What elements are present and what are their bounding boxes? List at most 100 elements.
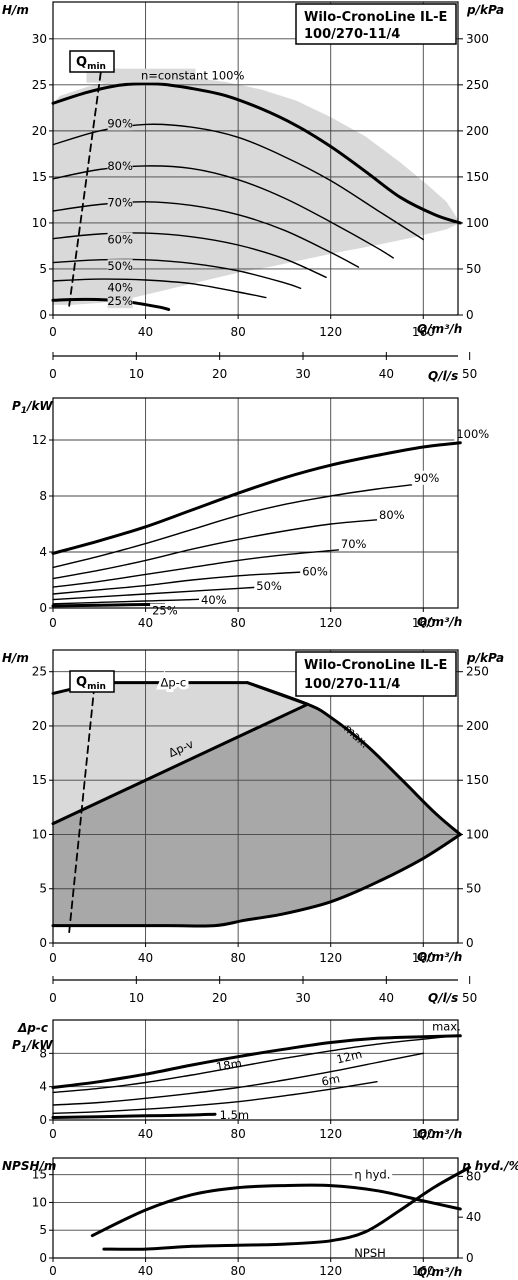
axis-label-q-5: Q/m³/h bbox=[417, 1127, 462, 1141]
y2-tick-label: 40 bbox=[466, 1210, 481, 1224]
power-curve-2 bbox=[52, 484, 413, 569]
label-12m: 12m bbox=[335, 1047, 363, 1067]
label-1-5m: 1.5m bbox=[220, 1108, 250, 1122]
axis-label-eta: η hyd./% bbox=[462, 1159, 518, 1173]
y-tick-label: 15 bbox=[32, 1168, 47, 1182]
curve-label-bg bbox=[107, 195, 133, 210]
ls-tick-label: 10 bbox=[129, 367, 144, 381]
x-tick-label: 120 bbox=[319, 325, 342, 339]
chart-3-frame bbox=[52, 649, 459, 944]
y-tick-label: 8 bbox=[39, 1046, 47, 1060]
axis-label-q-ls-2: Q/l/s bbox=[428, 991, 458, 1005]
ls-tick-label: 40 bbox=[379, 367, 394, 381]
chart-npsh-efficiency: η hyd. NPSH 0 40 80 120 160 0 5 10 15 0 40 80 NPSH/m… bbox=[2, 1157, 518, 1279]
series-label-bg bbox=[254, 579, 280, 593]
x-tick-label: 0 bbox=[49, 616, 57, 630]
series-label: 40% bbox=[201, 593, 227, 607]
y-tick-label: 10 bbox=[32, 827, 47, 841]
ls-tick-label: 30 bbox=[295, 991, 310, 1005]
y2-tick-label: 100 bbox=[466, 827, 489, 841]
curve-label-bg bbox=[107, 259, 133, 274]
axis-label-h-2: H/m bbox=[2, 651, 29, 665]
curve-label: 25% bbox=[107, 294, 133, 308]
ls-tick-label: 0 bbox=[49, 991, 57, 1005]
axis-label-p: p/kPa bbox=[466, 3, 504, 17]
curve-label: 70% bbox=[107, 196, 133, 210]
x-tick-label: 0 bbox=[49, 1127, 57, 1141]
y2-tick-label: 80 bbox=[466, 1169, 481, 1183]
x-tick-label: 80 bbox=[231, 1127, 246, 1141]
label-6m: 6m bbox=[320, 1071, 341, 1088]
y-tick-label: 25 bbox=[32, 78, 47, 92]
y-tick-label: 15 bbox=[32, 170, 47, 184]
chart-5-frame bbox=[52, 1019, 459, 1121]
series-label: 100% bbox=[456, 427, 489, 441]
curve-label-bg bbox=[107, 294, 133, 309]
axis-label-dpc: Δp-c bbox=[17, 1021, 48, 1035]
ls-tick-label: 20 bbox=[212, 367, 227, 381]
axis-label-h: H/m bbox=[2, 3, 29, 17]
y2-tick-label: 50 bbox=[466, 262, 481, 276]
axis-label-q-3: Q/m³/h bbox=[417, 950, 462, 964]
control-power-curve-2 bbox=[52, 1036, 448, 1094]
ls-tick-label: 40 bbox=[379, 991, 394, 1005]
chart-3-grid bbox=[53, 650, 458, 943]
y-tick-label: 20 bbox=[32, 124, 47, 138]
y-tick-label: 4 bbox=[39, 1080, 47, 1094]
x-tick-label: 120 bbox=[319, 1264, 342, 1278]
control-curve-3 bbox=[245, 681, 462, 836]
speed-curve-9 bbox=[68, 65, 103, 307]
control-curve-4 bbox=[51, 833, 462, 928]
ls-tick-label: 50 bbox=[462, 991, 477, 1005]
y-tick-label: 5 bbox=[39, 882, 47, 896]
series-label: 25% bbox=[152, 604, 178, 618]
power-curve-7 bbox=[52, 597, 216, 605]
speed-curve-7 bbox=[52, 278, 267, 299]
qmin-box-2: Qmin bbox=[69, 670, 115, 693]
y2-tick-label: 50 bbox=[466, 882, 481, 896]
chart-speed-curves: n=constant 100% 90% 80% 70% 60% 50% 40%25% 0 40… bbox=[2, 1, 504, 339]
chart-1-frame bbox=[52, 1, 459, 316]
x-tick-label: 80 bbox=[231, 1264, 246, 1278]
x-tick-label: 120 bbox=[319, 951, 342, 965]
axis-label-p-2: p/kPa bbox=[466, 651, 504, 665]
y-tick-label: 0 bbox=[39, 308, 47, 322]
power-curve-3 bbox=[52, 519, 378, 580]
axis-label-p1-2: P1/kW bbox=[12, 1038, 53, 1055]
axis-label-p1: P1/kW bbox=[12, 399, 53, 416]
power-curve-6 bbox=[52, 586, 262, 601]
title-box: Wilo-CronoLine IL-E 100/270-11/4 bbox=[295, 3, 457, 45]
y-tick-label: 15 bbox=[32, 773, 47, 787]
y-tick-label: 10 bbox=[32, 1195, 47, 1209]
label-npsh: NPSH bbox=[354, 1246, 386, 1260]
y2-tick-label: 200 bbox=[466, 719, 489, 733]
chart-1-series: n=constant 100% 90% 80% 70% 60% 50% 40%25% bbox=[51, 65, 462, 311]
chart-2-grid bbox=[53, 398, 458, 608]
y2-tick-label: 150 bbox=[466, 170, 489, 184]
x-tick-label: 160 bbox=[412, 951, 435, 965]
y-tick-label: 30 bbox=[32, 32, 47, 46]
x-tick-label: 160 bbox=[412, 325, 435, 339]
speed-curve-6 bbox=[52, 258, 302, 289]
axis-label-q-6: Q/m³/h bbox=[417, 1265, 462, 1279]
curve-label: 40% bbox=[107, 280, 133, 294]
qmin-box: Qmin bbox=[69, 50, 115, 73]
power-curve-5 bbox=[52, 570, 313, 595]
title-2-line-2: 100/270-11/4 bbox=[304, 677, 400, 692]
series-label: 50% bbox=[256, 579, 282, 593]
title-line-2: 100/270-11/4 bbox=[304, 27, 400, 42]
speed-curve-1 bbox=[51, 82, 462, 225]
npsh-eta-curve-2 bbox=[102, 1165, 472, 1251]
series-label-bg bbox=[454, 426, 487, 441]
y-tick-label: 4 bbox=[39, 545, 47, 559]
control-regions bbox=[53, 682, 461, 926]
series-label: 90% bbox=[414, 471, 440, 485]
curve-label-bg bbox=[107, 158, 133, 173]
flow-ls-axis-1: 0 10 20 30 40 50 Q/l/s bbox=[49, 352, 477, 383]
x-tick-label: 0 bbox=[49, 951, 57, 965]
y-tick-label: 5 bbox=[39, 262, 47, 276]
operating-area-fill bbox=[53, 76, 461, 305]
curve-label-bg bbox=[107, 280, 133, 295]
x-tick-label: 160 bbox=[412, 1264, 435, 1278]
y2-tick-label: 0 bbox=[466, 936, 474, 950]
